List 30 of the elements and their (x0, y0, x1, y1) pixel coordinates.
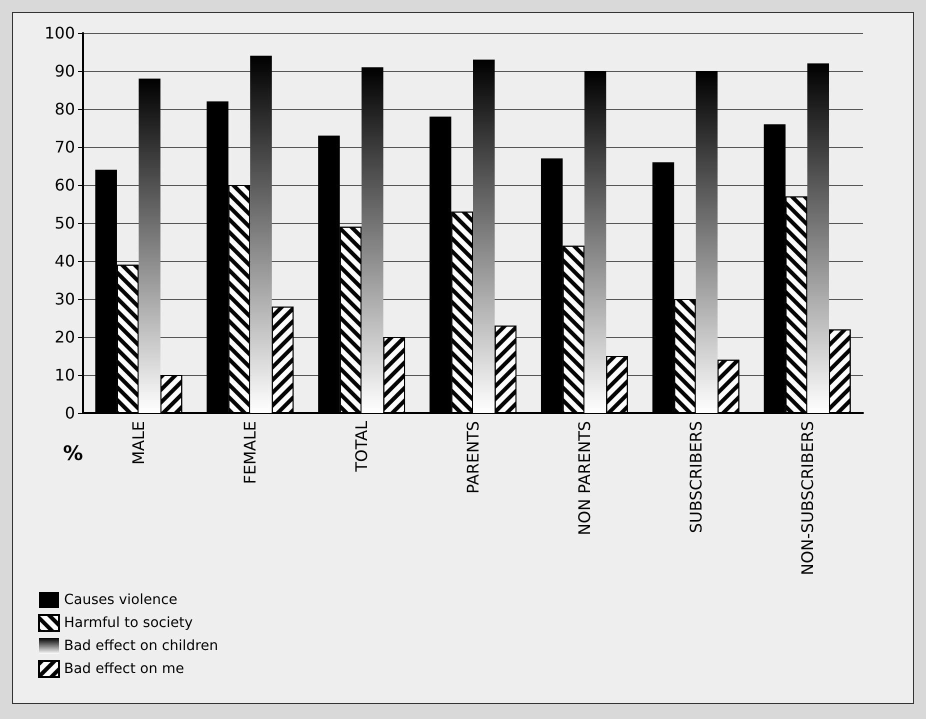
y-tick-label: 10 (54, 366, 75, 384)
x-tick-label: TOTAL (352, 420, 372, 473)
legend-label: Bad effect on me (64, 661, 184, 677)
y-tick-label: 100 (44, 24, 75, 42)
bar (473, 60, 495, 413)
x-tick-label: SUBSCRIBERS (686, 421, 706, 534)
legend-label: Causes violence (64, 592, 178, 608)
legend-label: Harmful to society (64, 615, 193, 631)
x-tick-label: NON-SUBSCRIBERS (798, 421, 817, 576)
bar (250, 56, 272, 413)
y-tick-label: 60 (54, 176, 75, 194)
y-tick-label: 30 (54, 290, 75, 308)
y-tick-label: 70 (54, 138, 75, 156)
bar (807, 63, 830, 413)
y-tick-label: 80 (54, 100, 75, 118)
y-tick-label: 40 (54, 252, 75, 270)
bar (362, 67, 384, 413)
y-axis-title: % (62, 441, 83, 465)
x-tick-label: NON PARENTS (574, 421, 594, 536)
x-tick-label: PARENTS (464, 421, 482, 494)
x-tick-label: FEMALE (240, 421, 260, 484)
bar (696, 71, 718, 413)
legend-label: Bad effect on children (64, 638, 218, 654)
bar (138, 78, 160, 413)
y-tick-label: 20 (54, 328, 75, 346)
y-tick-label: 0 (64, 404, 75, 422)
bar (584, 71, 606, 413)
x-tick-label: MALE (129, 421, 148, 465)
y-tick-label: 90 (54, 62, 75, 80)
y-tick-label: 50 (54, 214, 75, 232)
